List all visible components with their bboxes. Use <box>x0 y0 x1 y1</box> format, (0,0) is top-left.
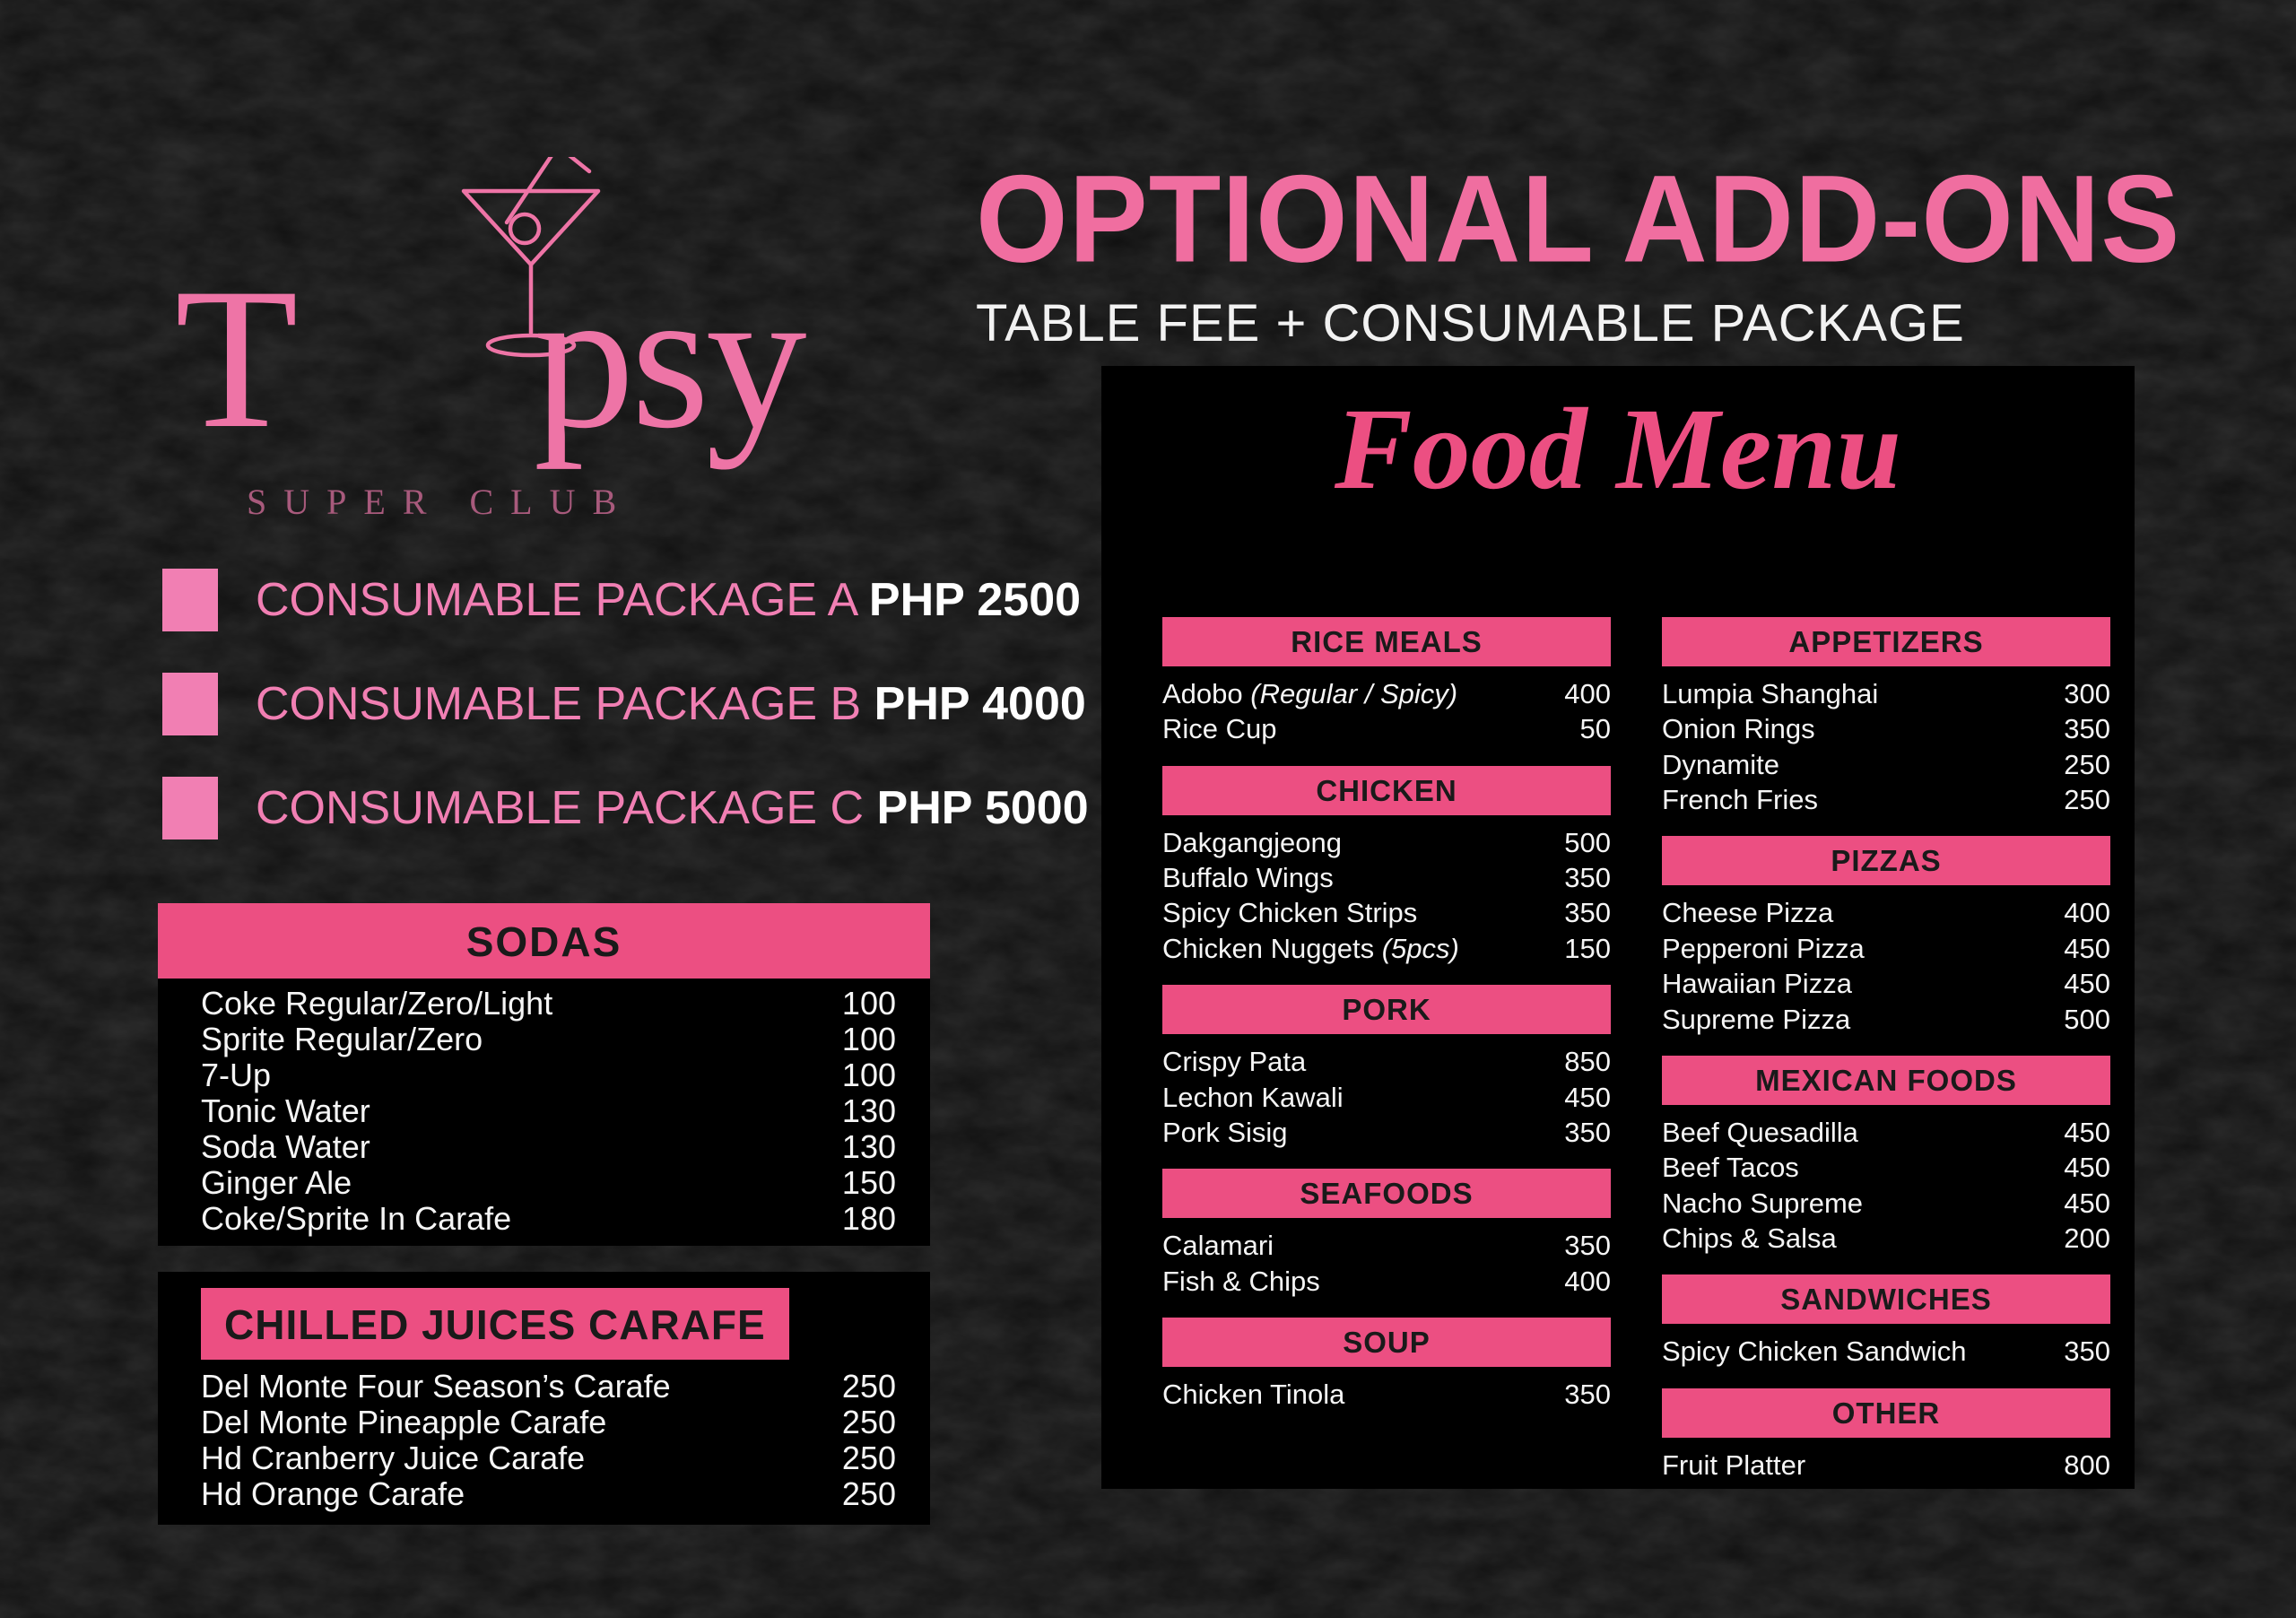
svg-text:SUPER CLUB: SUPER CLUB <box>247 482 633 522</box>
svg-text:psy: psy <box>534 246 806 470</box>
svg-text:T: T <box>175 246 295 470</box>
